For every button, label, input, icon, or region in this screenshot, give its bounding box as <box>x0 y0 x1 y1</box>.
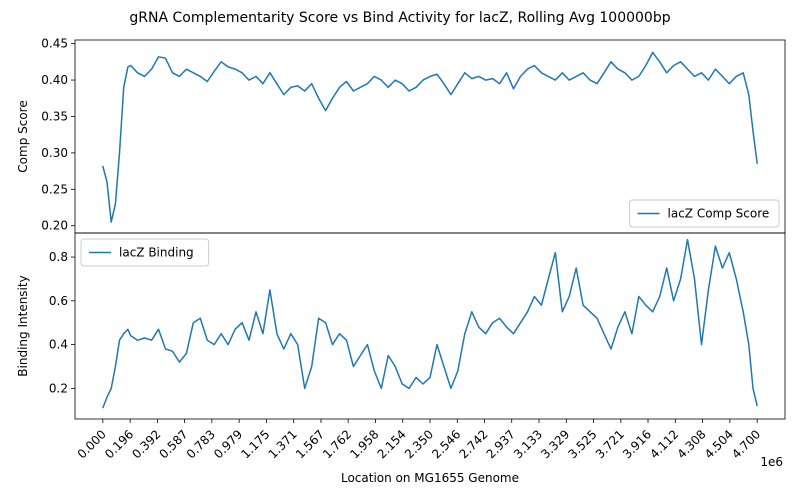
bottom-ytick-label: 0.6 <box>49 294 68 308</box>
top-ytick-label: 0.35 <box>41 109 68 123</box>
bottom-ylabel: Binding Intensity <box>16 275 30 376</box>
bottom-ytick-label: 0.4 <box>49 338 68 352</box>
top-ylabel: Comp Score <box>16 100 30 172</box>
top-legend-box <box>629 199 780 228</box>
bottom-ytick-label: 0.8 <box>49 250 68 264</box>
bottom-ytick-label: 0.2 <box>49 381 68 395</box>
top-ytick-label: 0.20 <box>41 219 68 233</box>
bottom-xlabel: Location on MG1655 Genome <box>341 471 519 485</box>
bottom-legend-label: lacZ Binding <box>119 246 194 260</box>
bottom-series-line <box>102 238 758 409</box>
bottom-legend-box <box>80 238 210 267</box>
top-ytick-label: 0.25 <box>41 182 68 196</box>
top-series-line <box>102 51 758 223</box>
top-legend-label: lacZ Comp Score <box>668 207 770 221</box>
top-ytick-label: 0.40 <box>41 73 68 87</box>
figure-title: gRNA Complementarity Score vs Bind Activ… <box>129 10 670 26</box>
top-ytick-label: 0.45 <box>41 37 68 51</box>
top-plot-comp-score: 0.20 0.25 0.30 0.35 0.40 0.45 Comp Score lacZ C… <box>16 37 786 234</box>
bottom-axes-frame <box>74 232 786 420</box>
bottom-xscale-label: 1e6 <box>760 455 783 469</box>
top-ytick-label: 0.30 <box>41 146 68 160</box>
